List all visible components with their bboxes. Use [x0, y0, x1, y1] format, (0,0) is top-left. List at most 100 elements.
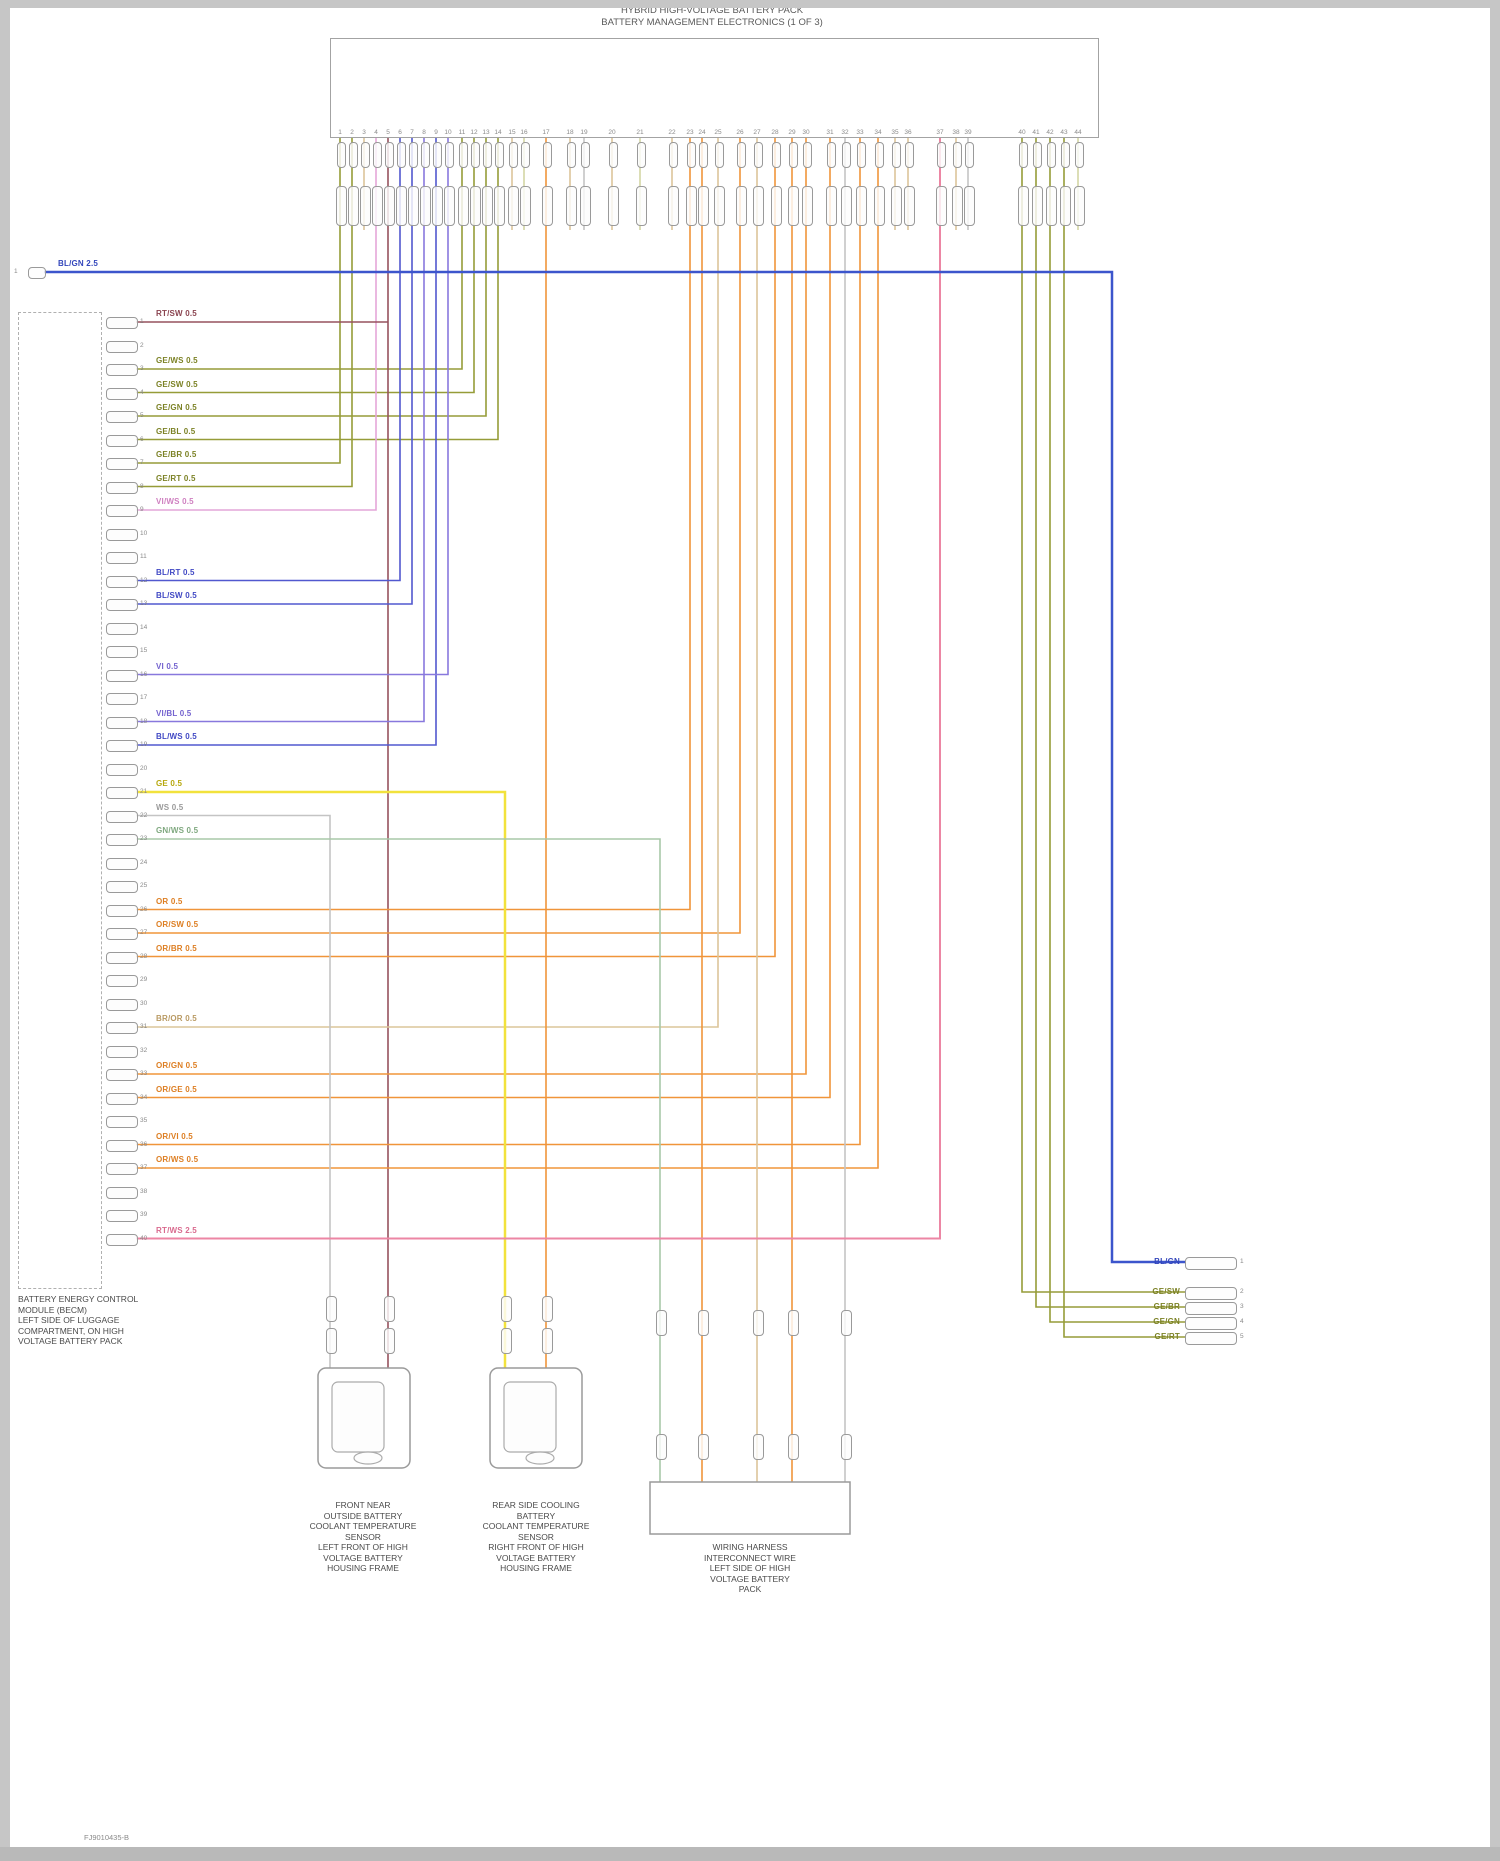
- top-pin: [801, 186, 813, 226]
- left-module-caption: BATTERY ENERGY CONTROL MODULE (BECM) LEF…: [18, 1294, 178, 1347]
- component-1-inner: [331, 1381, 385, 1453]
- top-pin: [636, 142, 646, 168]
- top-pin: [542, 142, 552, 168]
- wire-code-label: OR/WS 0.5: [156, 1155, 199, 1164]
- left-pin: [106, 411, 138, 423]
- wire-code-label: BL/SW 0.5: [156, 591, 197, 600]
- top-pin-number: 2: [350, 129, 354, 136]
- wire-bl-rt: [136, 138, 401, 582]
- left-pin: [106, 763, 138, 776]
- top-pin-number: 8: [422, 129, 426, 136]
- wire-ge-gn: [136, 138, 487, 417]
- wire-gn-ws-harness: [136, 838, 661, 1482]
- top-pin: [541, 186, 553, 226]
- top-pin: [855, 186, 867, 226]
- wire-code-label: GE/RT 0.5: [156, 473, 196, 483]
- top-pin-number: 34: [874, 129, 882, 136]
- left-pin-number: 29: [140, 976, 148, 983]
- left-pin: [106, 1186, 138, 1199]
- left-pin-number: 6: [140, 435, 144, 443]
- left-pin: [106, 951, 138, 964]
- top-pin: [698, 142, 708, 168]
- wire-code-label: GE/GN 0.5: [156, 403, 197, 412]
- right-pin-code-label: GE/BR: [1153, 1302, 1180, 1311]
- top-pin-number: 30: [802, 129, 810, 136]
- wire-code-label: OR/GE 0.5: [156, 1084, 197, 1094]
- wire-or-gn: [136, 138, 807, 1075]
- top-pin-number: 12: [470, 129, 478, 136]
- footer-doc-id: FJ9010435-B: [84, 1833, 130, 1842]
- wire-or-sw: [136, 138, 741, 934]
- left-module-box: [18, 312, 102, 1289]
- caption-line: SENSOR: [518, 1531, 554, 1542]
- left-pin-number: 38: [140, 1187, 148, 1195]
- top-pin: [736, 142, 746, 168]
- top-pin: [856, 142, 866, 168]
- page-frame-left: [0, 0, 10, 1861]
- left-pin: [106, 881, 138, 893]
- left-pin: [106, 669, 138, 682]
- right-pin-code-label: GE/RT: [1154, 1332, 1180, 1341]
- top-pin: [579, 186, 591, 226]
- left-pin-number: 39: [140, 1211, 148, 1218]
- main-bus-wire-label: BL/GN 2.5: [58, 259, 99, 268]
- top-pin-number: 40: [1018, 129, 1026, 136]
- top-pin: [520, 142, 530, 168]
- wire-or-ge: [136, 138, 831, 1099]
- left-pin-number: 28: [140, 952, 148, 960]
- wire-code-label: GE/BL 0.5: [156, 426, 196, 436]
- left-pin-number: 30: [140, 999, 148, 1007]
- top-pin: [936, 142, 946, 168]
- wire-code-label: BL/RT 0.5: [156, 567, 195, 577]
- left-pin-number: 34: [140, 1093, 148, 1101]
- component-3-caption: WIRING HARNESS INTERCONNECT WIRE LEFT SI…: [660, 1542, 840, 1595]
- left-pin-number: 7: [140, 459, 144, 466]
- top-pin-number: 6: [398, 129, 402, 136]
- top-pin: [336, 142, 346, 168]
- top-pin: [1059, 186, 1071, 226]
- top-pin: [481, 186, 493, 226]
- page-frame-bottom: [0, 1847, 1500, 1861]
- wire-code-label: OR/GN 0.5: [156, 1061, 198, 1070]
- left-pin-number: 5: [140, 412, 144, 419]
- top-pin-number: 23: [686, 129, 694, 136]
- top-pin: [419, 186, 431, 226]
- top-pin: [935, 186, 947, 226]
- left-module-caption-line: VOLTAGE BATTERY PACK: [18, 1336, 123, 1346]
- wire-ge-bl2: [136, 138, 499, 441]
- wire-right-ge-rt: [1063, 138, 1185, 1338]
- caption-line: COOLANT TEMPERATURE: [309, 1521, 417, 1531]
- top-pin: [395, 186, 407, 226]
- left-pin: [106, 387, 138, 400]
- left-pin-number: 25: [140, 882, 148, 889]
- component-3-outline: [649, 1481, 851, 1535]
- left-pin-number: 10: [140, 529, 148, 537]
- top-pin: [771, 142, 781, 168]
- component-pin: [787, 1310, 799, 1336]
- right-pin-number: 4: [1240, 1318, 1244, 1325]
- caption-line: WIRING HARNESS: [712, 1542, 788, 1552]
- top-pin-number: 32: [841, 129, 849, 136]
- top-pin-number: 11: [458, 129, 466, 136]
- caption-line: FRONT NEAR: [335, 1500, 391, 1510]
- top-pin: [432, 142, 442, 168]
- top-pin: [952, 142, 962, 168]
- component-pin: [655, 1434, 667, 1460]
- top-pin: [420, 142, 430, 168]
- component-2-inner: [503, 1381, 557, 1453]
- component-pin: [655, 1310, 667, 1336]
- wire-vi: [136, 138, 449, 676]
- top-pin: [348, 142, 358, 168]
- wire-code-label: BL/WS 0.5: [156, 732, 197, 741]
- left-pin: [106, 1139, 138, 1152]
- top-pin: [963, 186, 975, 226]
- left-pin: [106, 622, 138, 635]
- wire-or-br: [136, 138, 776, 958]
- top-pin: [457, 186, 469, 226]
- left-pin: [106, 928, 138, 940]
- caption-line: VOLTAGE BATTERY: [710, 1573, 790, 1584]
- component-2-caption: REAR SIDE COOLING BATTERY COOLANT TEMPER…: [466, 1500, 606, 1574]
- top-pin: [904, 142, 914, 168]
- left-pin: [106, 317, 138, 329]
